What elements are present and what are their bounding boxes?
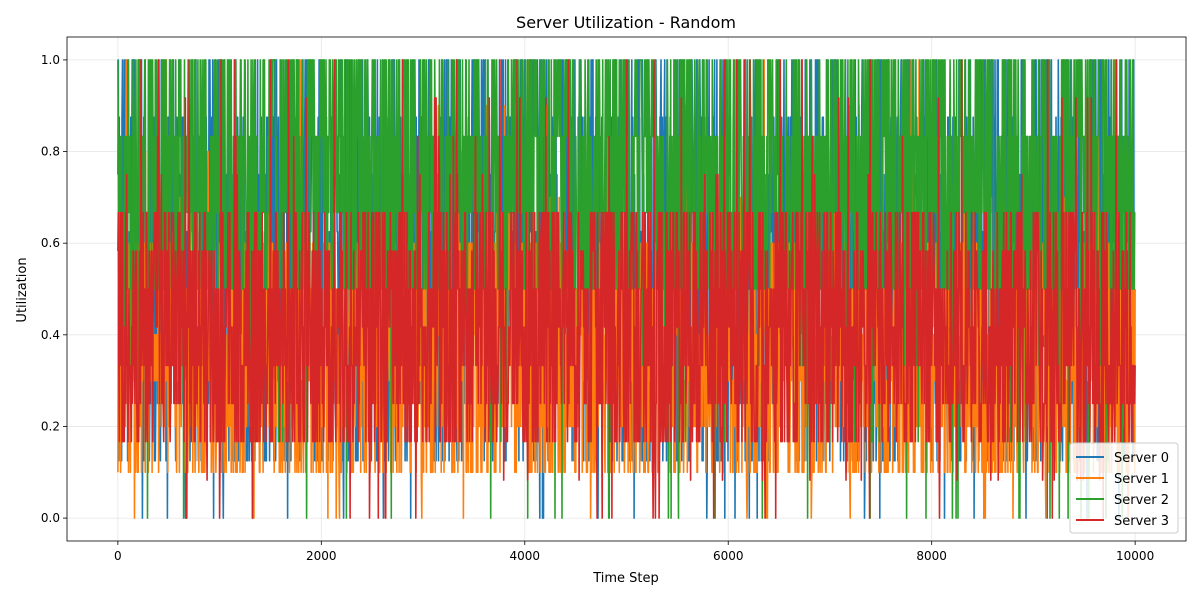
legend: Server 0 Server 1 Server 2 Server 3 (1069, 442, 1179, 534)
x-tick-label: 2000 (306, 549, 337, 563)
x-tick-label: 0 (114, 549, 122, 563)
x-tick-label: 6000 (713, 549, 744, 563)
x-tick-label: 4000 (509, 549, 540, 563)
series-layer (117, 59, 1136, 519)
chart-title: Server Utilization - Random (516, 13, 736, 32)
series-line-server-3 (117, 59, 1136, 519)
y-tick-label: 0.4 (41, 328, 60, 342)
y-tick-label: 0.6 (41, 236, 60, 250)
legend-entry: Server 3 (1114, 514, 1169, 529)
y-tick-label: 0.0 (41, 511, 60, 525)
y-tick-label: 1.0 (41, 53, 60, 67)
y-tick-label: 0.8 (41, 145, 60, 159)
legend-entry: Server 1 (1114, 472, 1169, 487)
legend-entry: Server 0 (1114, 451, 1169, 466)
x-axis-label: Time Step (592, 571, 659, 586)
ticks: 0 2000 4000 6000 8000 10000 0.0 0.2 0.4 0.6 0.8 1.0 (41, 53, 1154, 563)
y-axis-label: Utilization (15, 257, 30, 322)
y-tick-label: 0.2 (41, 419, 60, 433)
x-tick-label: 10000 (1116, 549, 1154, 563)
axes-frame (66, 36, 1187, 542)
legend-entry: Server 2 (1114, 493, 1169, 508)
legend-box (1069, 442, 1179, 534)
x-tick-label: 8000 (916, 549, 947, 563)
